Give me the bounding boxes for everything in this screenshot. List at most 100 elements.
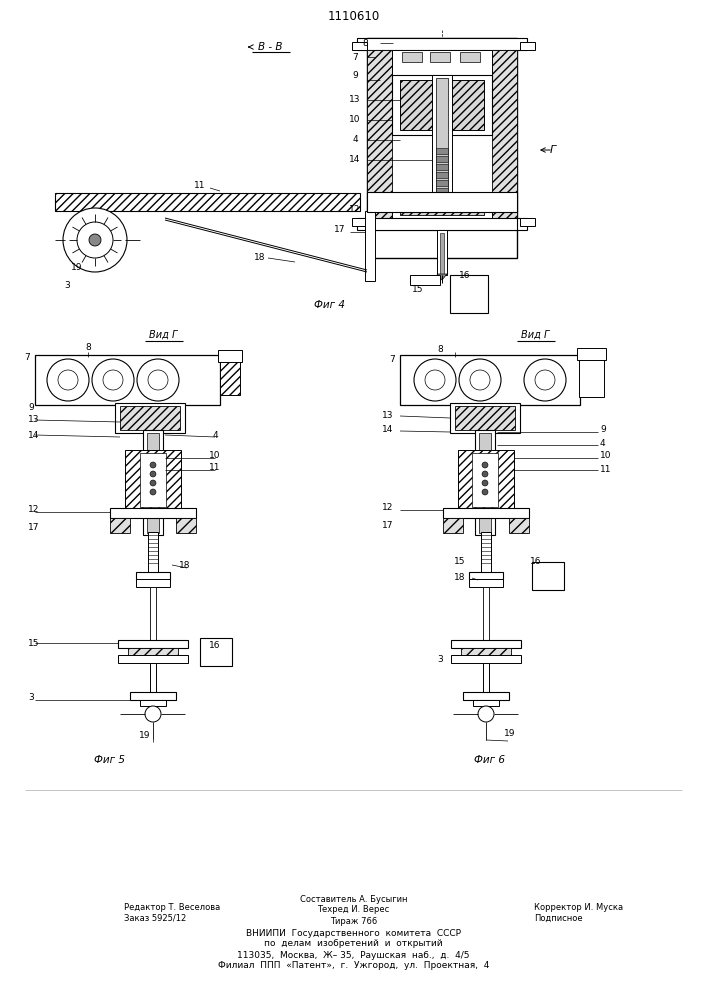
Bar <box>143 430 163 535</box>
Circle shape <box>459 359 501 401</box>
Text: 4: 4 <box>352 135 358 144</box>
Text: Корректор И. Муска: Корректор И. Муска <box>534 902 623 912</box>
Bar <box>436 172 448 178</box>
Bar <box>443 508 529 518</box>
Text: 10: 10 <box>209 450 221 460</box>
Text: 13: 13 <box>28 416 40 424</box>
Bar <box>118 640 188 648</box>
Text: 17: 17 <box>334 226 346 234</box>
Bar <box>436 148 448 154</box>
Text: 12: 12 <box>349 206 361 215</box>
Bar <box>473 700 499 706</box>
Text: Составитель А. Бусыгин: Составитель А. Бусыгин <box>300 894 407 904</box>
Bar <box>455 406 515 430</box>
Text: 7: 7 <box>352 52 358 62</box>
Bar <box>469 579 503 587</box>
Bar <box>436 156 448 162</box>
Bar <box>367 192 517 212</box>
Circle shape <box>47 359 89 401</box>
Text: 15: 15 <box>455 558 466 566</box>
Bar <box>110 518 130 533</box>
Bar <box>463 692 509 700</box>
Bar <box>140 453 166 507</box>
Text: 15: 15 <box>412 286 423 294</box>
Text: 9: 9 <box>352 70 358 80</box>
Bar <box>110 508 196 518</box>
Bar <box>458 450 514 510</box>
Circle shape <box>137 359 179 401</box>
Bar <box>483 587 489 642</box>
Bar <box>520 42 535 50</box>
Text: 19: 19 <box>139 730 151 740</box>
Text: 7: 7 <box>390 356 395 364</box>
Bar <box>450 275 488 313</box>
Bar <box>430 52 450 62</box>
Bar <box>136 579 170 587</box>
Text: 7: 7 <box>24 354 30 362</box>
Circle shape <box>482 489 488 495</box>
Bar <box>492 50 517 218</box>
Text: 19: 19 <box>71 262 83 271</box>
Bar <box>436 188 448 194</box>
Text: Фиг 6: Фиг 6 <box>474 755 506 765</box>
Circle shape <box>470 370 490 390</box>
Bar <box>483 663 489 693</box>
Bar <box>352 218 367 226</box>
Text: Г: Г <box>550 145 556 155</box>
Bar <box>432 75 452 220</box>
Bar <box>367 50 392 218</box>
Circle shape <box>92 359 134 401</box>
Bar <box>367 38 517 258</box>
Circle shape <box>150 462 156 468</box>
Polygon shape <box>437 274 447 280</box>
Text: по  делам  изобретений  и  открытий: по делам изобретений и открытий <box>264 940 443 948</box>
Text: Филиал  ППП  «Патент»,  г.  Ужгород,  ул.  Проектная,  4: Филиал ППП «Патент», г. Ужгород, ул. Про… <box>218 962 489 970</box>
Bar <box>176 518 196 533</box>
Bar <box>128 648 178 656</box>
Bar <box>479 433 491 533</box>
Text: Вид Г: Вид Г <box>521 330 549 340</box>
Bar <box>402 52 422 62</box>
Bar <box>451 655 521 663</box>
Bar <box>400 80 484 130</box>
Bar <box>451 640 521 648</box>
Bar <box>35 355 220 405</box>
Bar <box>520 218 535 226</box>
Text: 4: 4 <box>600 438 606 448</box>
Text: Фиг 5: Фиг 5 <box>95 755 126 765</box>
Text: 13: 13 <box>382 410 393 420</box>
Text: Редактор Т. Веселова: Редактор Т. Веселова <box>124 902 220 912</box>
Text: 14: 14 <box>382 426 393 434</box>
Text: 8: 8 <box>362 38 368 47</box>
Bar <box>443 518 463 533</box>
Bar <box>55 193 360 211</box>
Bar <box>352 42 367 50</box>
Text: 10: 10 <box>349 115 361 124</box>
Text: 19: 19 <box>504 728 515 738</box>
Bar <box>400 355 580 405</box>
Text: 17: 17 <box>382 520 393 530</box>
Circle shape <box>524 359 566 401</box>
Text: Фиг 4: Фиг 4 <box>315 300 346 310</box>
Text: 16: 16 <box>460 270 471 279</box>
Bar <box>481 532 491 574</box>
Circle shape <box>145 706 161 722</box>
Bar <box>577 348 606 360</box>
Bar <box>357 218 527 230</box>
Text: 11: 11 <box>194 182 206 190</box>
Bar <box>460 52 480 62</box>
Text: 14: 14 <box>349 155 361 164</box>
Bar <box>436 164 448 170</box>
Text: 8: 8 <box>85 344 91 353</box>
Bar <box>469 572 503 580</box>
Text: В - В: В - В <box>258 42 282 52</box>
Bar <box>118 655 188 663</box>
Bar <box>367 218 517 230</box>
Circle shape <box>58 370 78 390</box>
Circle shape <box>89 234 101 246</box>
Bar <box>472 453 498 507</box>
Text: 14: 14 <box>28 430 40 440</box>
Bar <box>150 587 156 642</box>
Text: 18: 18 <box>455 574 466 582</box>
Bar <box>125 450 181 510</box>
